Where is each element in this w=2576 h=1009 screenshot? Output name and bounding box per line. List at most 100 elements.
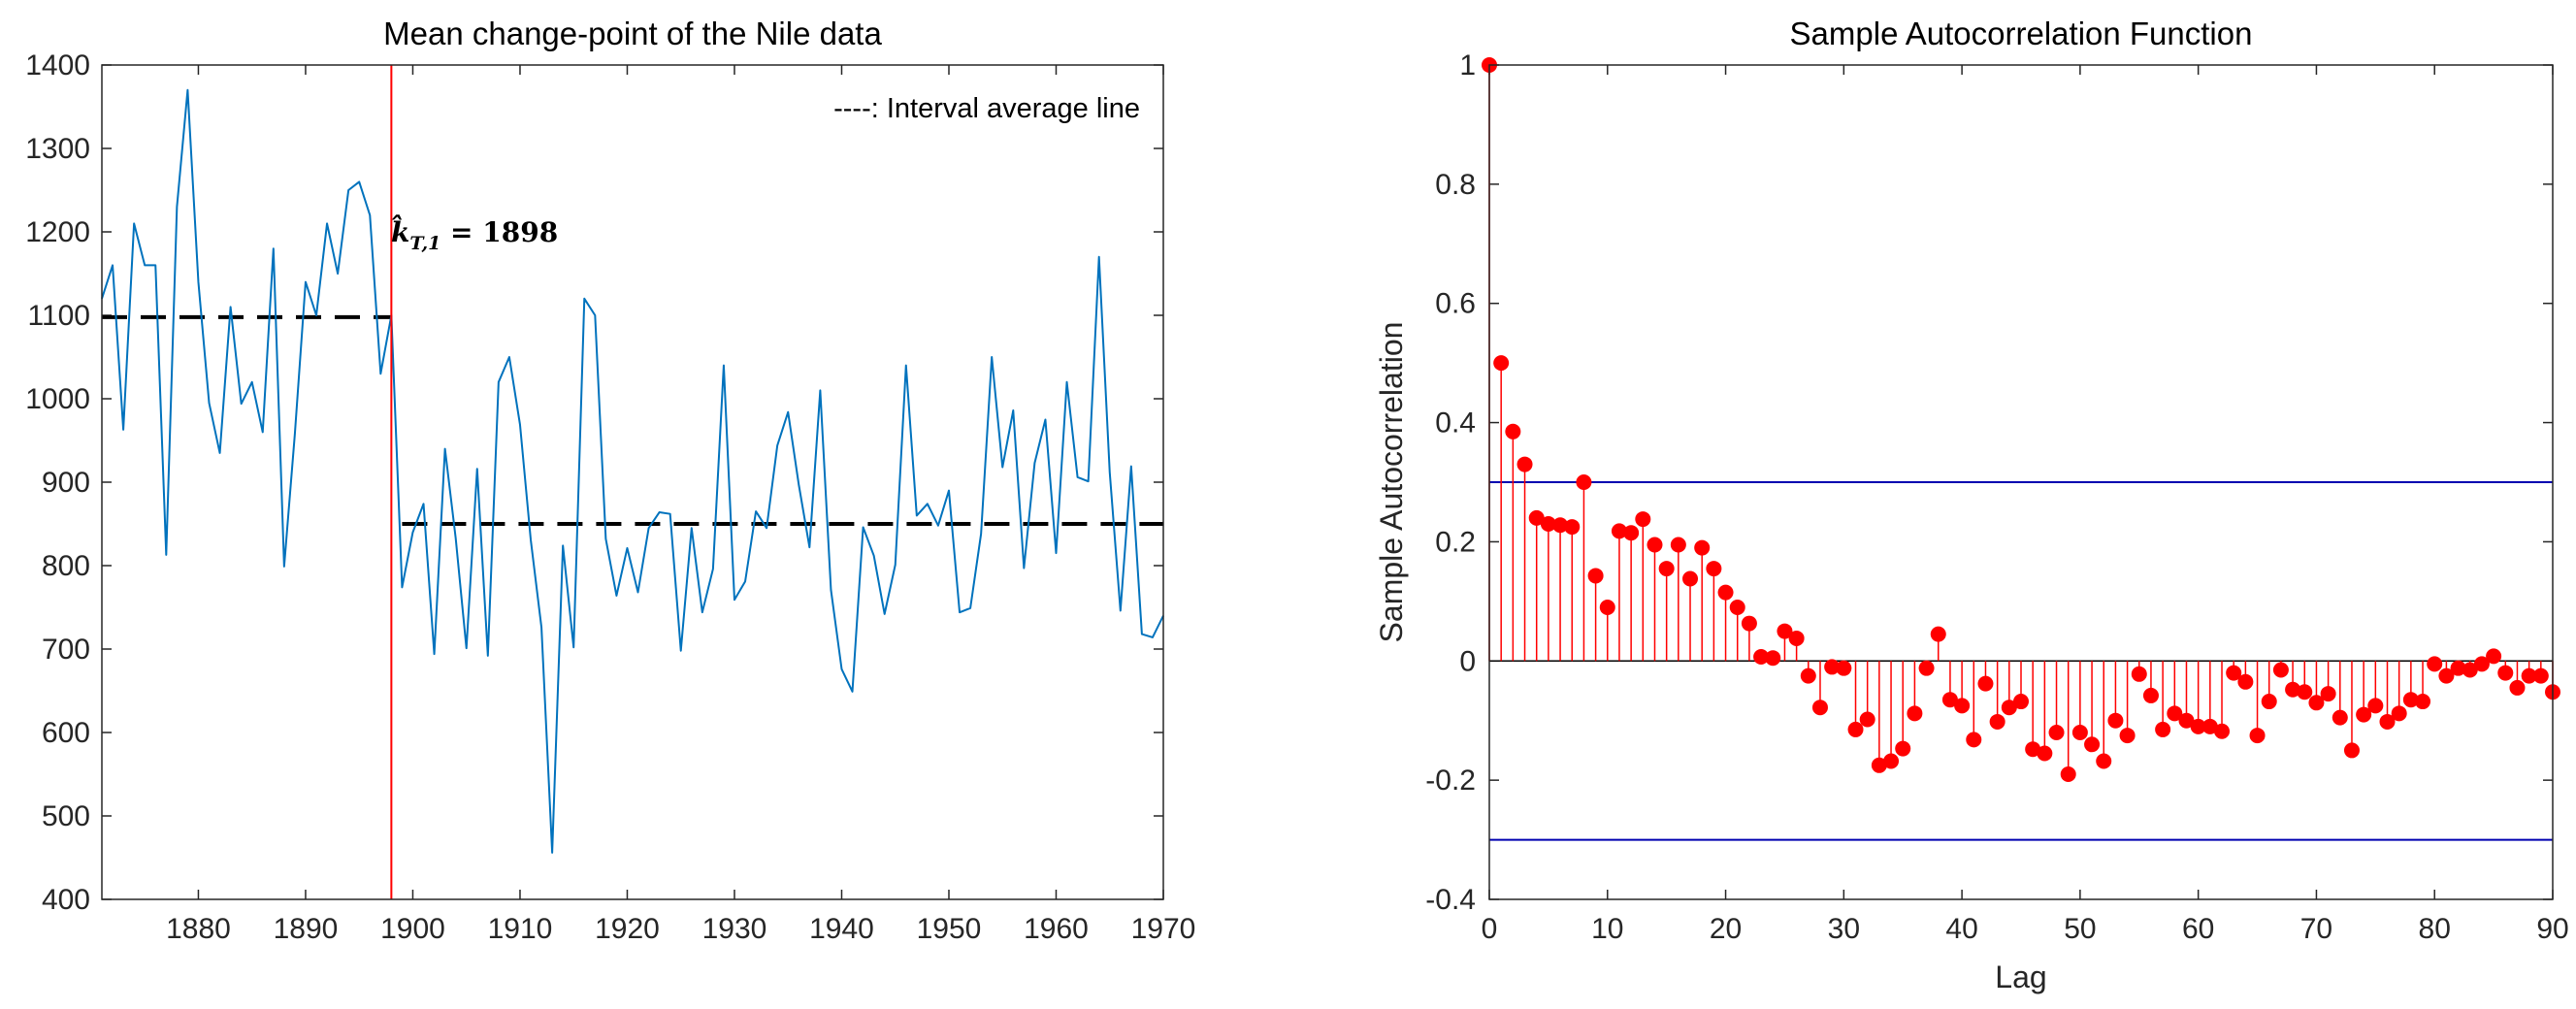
- acf-point-54: [2119, 728, 2136, 744]
- acf-point-22: [1741, 615, 1757, 632]
- acf-point-19: [1706, 561, 1722, 577]
- left-y-tick-label: 1000: [25, 383, 90, 415]
- right-x-tick-label: 30: [1828, 913, 1860, 945]
- acf-point-6: [1552, 517, 1569, 534]
- acf-point-60: [2190, 718, 2206, 734]
- acf-point-81: [2438, 667, 2455, 684]
- change-point-annotation: k̂T,1 = 1898: [391, 215, 558, 254]
- acf-point-41: [1966, 732, 1982, 748]
- nile-flow-series: [101, 88, 1164, 854]
- acf-point-34: [1883, 753, 1900, 769]
- acf-point-75: [2367, 698, 2384, 714]
- acf-point-83: [2462, 662, 2478, 678]
- acf-point-24: [1765, 650, 1781, 667]
- left-x-tick-label: 1900: [380, 913, 445, 945]
- acf-point-82: [2450, 660, 2466, 676]
- right-y-tick-label: 0.8: [1435, 169, 1476, 201]
- acf-point-44: [2001, 700, 2017, 716]
- acf-point-89: [2532, 667, 2549, 684]
- nile-flow-line: [101, 88, 1164, 854]
- acf-point-66: [2261, 694, 2277, 710]
- acf-point-15: [1658, 561, 1675, 577]
- acf-point-52: [2096, 753, 2112, 769]
- acf-point-62: [2214, 723, 2231, 739]
- acf-point-59: [2178, 712, 2195, 729]
- right-y-tick-label: -0.4: [1425, 884, 1476, 916]
- right-x-tick-label: 10: [1591, 913, 1623, 945]
- acf-point-53: [2107, 712, 2124, 729]
- nile-changepoint-chart: Mean change-point of the Nile data 1880 1…: [25, 16, 1195, 945]
- acf-point-4: [1528, 509, 1545, 526]
- acf-point-63: [2226, 665, 2242, 681]
- right-chart-title: Sample Autocorrelation Function: [1790, 16, 2253, 51]
- acf-point-26: [1788, 630, 1805, 646]
- acf-point-77: [2391, 705, 2407, 722]
- acf-point-23: [1753, 648, 1770, 665]
- acf-point-56: [2142, 687, 2159, 703]
- acf-point-72: [2331, 709, 2348, 726]
- left-y-tick-label: 900: [42, 467, 90, 499]
- acf-point-30: [1836, 660, 1852, 676]
- acf-point-20: [1717, 584, 1734, 601]
- right-x-tick-label: 20: [1710, 913, 1742, 945]
- acf-point-40: [1954, 698, 1971, 714]
- acf-point-13: [1635, 511, 1651, 528]
- right-axis-ticks: 0 10 20 30 40 50 60 70 80 90 -0.4 -0.2 0 0.2 0.4 0.6 0.8…: [1425, 49, 2568, 945]
- acf-point-78: [2402, 692, 2419, 708]
- acf-point-47: [2037, 745, 2053, 762]
- annotation-value: = 1898: [440, 216, 558, 248]
- left-y-tick-label: 1200: [25, 216, 90, 248]
- left-x-tick-label: 1960: [1024, 913, 1089, 945]
- acf-point-32: [1859, 711, 1875, 728]
- acf-point-76: [2379, 713, 2396, 730]
- acf-point-55: [2131, 666, 2147, 682]
- right-x-tick-label: 50: [2064, 913, 2096, 945]
- right-x-tick-label: 80: [2419, 913, 2451, 945]
- right-x-tick-label: 40: [1945, 913, 1977, 945]
- left-y-tick-label: 1100: [27, 300, 90, 332]
- left-x-tick-label: 1930: [702, 913, 767, 945]
- right-x-tick-label: 90: [2536, 913, 2568, 945]
- acf-point-69: [2297, 684, 2313, 700]
- acf-point-35: [1895, 740, 1911, 757]
- acf-point-17: [1682, 570, 1699, 587]
- acf-point-64: [2237, 673, 2254, 690]
- acf-point-51: [2084, 736, 2101, 753]
- acf-point-5: [1540, 516, 1556, 532]
- acf-point-57: [2155, 721, 2171, 737]
- acf-point-80: [2427, 656, 2443, 672]
- acf-point-42: [1977, 675, 1994, 692]
- acf-point-49: [2060, 766, 2076, 782]
- acf-point-39: [1941, 692, 1958, 708]
- acf-point-85: [2486, 648, 2502, 665]
- right-y-axis-title: Sample Autocorrelation: [1374, 322, 1409, 643]
- left-y-tick-label: 700: [42, 634, 90, 666]
- acf-point-50: [2071, 725, 2088, 740]
- acf-point-86: [2497, 665, 2514, 681]
- acf-point-84: [2473, 656, 2490, 672]
- left-y-tick-label: 800: [42, 550, 90, 582]
- acf-point-3: [1516, 456, 1533, 472]
- right-x-tick-label: 0: [1482, 913, 1498, 945]
- acf-point-79: [2415, 694, 2431, 710]
- left-x-tick-label: 1970: [1131, 913, 1196, 945]
- acf-point-38: [1930, 626, 1946, 642]
- left-y-tick-label: 1400: [25, 49, 90, 81]
- right-y-tick-label: 0.6: [1435, 288, 1476, 320]
- acf-point-71: [2320, 686, 2336, 702]
- acf-point-36: [1907, 705, 1923, 722]
- left-x-tick-label: 1880: [166, 913, 231, 945]
- right-x-tick-label: 70: [2300, 913, 2332, 945]
- acf-point-28: [1811, 700, 1828, 716]
- right-plot-frame: [1488, 64, 2554, 900]
- acf-point-27: [1800, 667, 1816, 684]
- annotation-k-hat: k̂: [391, 215, 409, 248]
- acf-point-43: [1989, 713, 2005, 730]
- acf-point-31: [1847, 721, 1864, 737]
- autocorrelation-chart: Sample Autocorrelation Function 0 10 20 30 4…: [1374, 16, 2569, 994]
- acf-point-10: [1599, 600, 1615, 615]
- acf-point-1: [1493, 355, 1510, 372]
- acf-point-25: [1777, 623, 1793, 639]
- right-x-tick-label: 60: [2182, 913, 2214, 945]
- acf-point-12: [1623, 525, 1640, 541]
